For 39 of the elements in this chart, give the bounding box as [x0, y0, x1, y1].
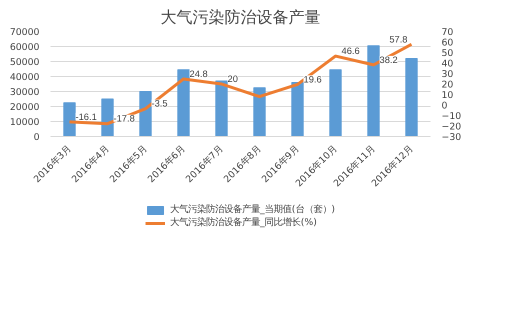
y2-tick-label: 50 — [442, 48, 454, 59]
data-label: -16.1 — [76, 112, 97, 122]
bar — [63, 102, 76, 136]
bar — [291, 82, 304, 136]
y2-tick-label: 20 — [442, 80, 454, 90]
y2-tick-label: 40 — [442, 58, 454, 70]
line-series — [68, 42, 413, 126]
y-tick-label: 50000 — [10, 57, 40, 68]
data-label: -17.8 — [114, 114, 135, 124]
y-tick-label: 40000 — [10, 72, 40, 83]
data-label: 57.8 — [389, 34, 408, 44]
y2-tick-label: 0 — [442, 100, 448, 112]
y2-tick-label: 10 — [442, 90, 454, 101]
bar — [215, 80, 228, 136]
data-label: 20 — [228, 74, 238, 84]
y-tick-label: 60000 — [10, 42, 40, 53]
y2-tick-label: 30 — [442, 69, 454, 80]
y2-tick-label: 60 — [442, 38, 454, 48]
bar — [329, 69, 342, 136]
data-label: 46.6 — [342, 46, 360, 56]
bar — [367, 45, 380, 136]
chart-title: 大气污染防治设备产量 — [160, 8, 320, 26]
y-tick-label: 20000 — [10, 102, 40, 113]
y-tick-label: 10000 — [10, 117, 40, 128]
data-label: 19.6 — [304, 74, 322, 84]
y-tick-label: 0 — [34, 132, 40, 143]
data-label: 24.8 — [190, 68, 208, 79]
y2-tick-label: 70 — [442, 27, 454, 38]
bar — [405, 58, 418, 136]
legend-label: 大气污染防治设备产量_同比增长(%) — [170, 216, 317, 229]
bar — [177, 69, 190, 136]
data-label: 38.2 — [380, 54, 398, 65]
data-label: -3.5 — [152, 98, 168, 109]
y2-tick-label: −20 — [442, 122, 462, 132]
y-tick-label: 70000 — [10, 27, 40, 38]
y2-tick-label: −10 — [442, 111, 462, 122]
legend-label: 大气污染防治设备产量_当期值(台（套）) — [170, 203, 335, 216]
y-tick-label: 30000 — [10, 87, 40, 98]
y2-tick-label: −30 — [442, 132, 462, 143]
